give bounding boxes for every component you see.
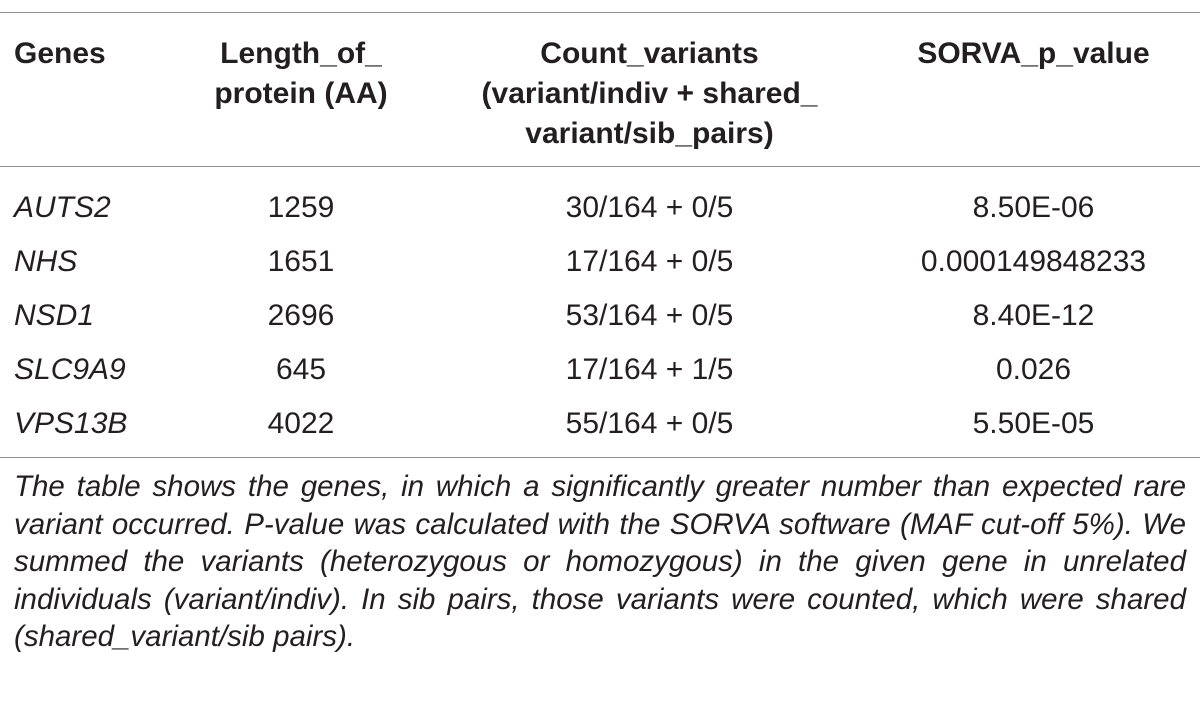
table-header: Genes Length_of_ protein (AA) Count_vari… bbox=[0, 13, 1200, 167]
cell-gene: NSD1 bbox=[14, 299, 95, 332]
cell-count: 30/164 + 0/5 bbox=[565, 191, 734, 224]
table-frame: Genes Length_of_ protein (AA) Count_vari… bbox=[0, 12, 1200, 656]
table-body: AUTS2 1259 30/164 + 0/5 8.50E-06 NHS 165… bbox=[0, 167, 1200, 458]
cell-count: 17/164 + 0/5 bbox=[565, 245, 734, 278]
cell-count: 53/164 + 0/5 bbox=[565, 299, 734, 332]
table-row: SLC9A9 645 17/164 + 1/5 0.026 bbox=[0, 343, 1200, 397]
top-rule bbox=[0, 12, 1200, 13]
cell-length: 645 bbox=[275, 353, 327, 386]
cell-length: 2696 bbox=[267, 299, 335, 332]
gene-variants-table: Genes Length_of_ protein (AA) Count_vari… bbox=[0, 13, 1200, 458]
cell-gene: NHS bbox=[14, 245, 78, 278]
header-count-variants: Count_variants (variant/indiv + shared_ … bbox=[432, 13, 867, 166]
header-count-line-3: variant/sib_pairs) bbox=[525, 117, 774, 150]
cell-length: 1259 bbox=[267, 191, 335, 224]
cell-length: 4022 bbox=[267, 407, 335, 440]
header-length-of-protein: Length_of_ protein (AA) bbox=[170, 13, 432, 166]
cell-pvalue: 5.50E-05 bbox=[972, 407, 1095, 440]
cell-count: 17/164 + 1/5 bbox=[565, 353, 734, 386]
header-count-line-2: (variant/indiv + shared_ bbox=[481, 77, 818, 110]
cell-pvalue: 8.40E-12 bbox=[972, 299, 1095, 332]
table-row: NHS 1651 17/164 + 0/5 0.000149848233 bbox=[0, 235, 1200, 289]
header-genes-line-1: Genes bbox=[14, 37, 106, 70]
header-genes: Genes bbox=[0, 13, 170, 166]
cell-pvalue: 8.50E-06 bbox=[972, 191, 1095, 224]
header-pvalue-line-1: SORVA_p_value bbox=[917, 37, 1150, 70]
cell-pvalue: 0.000149848233 bbox=[920, 245, 1147, 278]
header-length-line-1: Length_of_ bbox=[220, 37, 382, 70]
table-footnote: The table shows the genes, in which a si… bbox=[14, 470, 1186, 654]
cell-pvalue: 0.026 bbox=[995, 353, 1072, 386]
table-row: VPS13B 4022 55/164 + 0/5 5.50E-05 bbox=[0, 397, 1200, 451]
cell-length: 1651 bbox=[267, 245, 335, 278]
header-length-line-2: protein (AA) bbox=[214, 77, 388, 110]
bottom-rule bbox=[0, 457, 1200, 458]
cell-gene: SLC9A9 bbox=[14, 353, 126, 386]
cell-count: 55/164 + 0/5 bbox=[565, 407, 734, 440]
header-row: Genes Length_of_ protein (AA) Count_vari… bbox=[0, 13, 1200, 166]
cell-gene: AUTS2 bbox=[14, 191, 111, 224]
header-rule bbox=[0, 166, 1200, 167]
table-row: NSD1 2696 53/164 + 0/5 8.40E-12 bbox=[0, 289, 1200, 343]
cell-gene: VPS13B bbox=[14, 407, 128, 440]
header-sorva-p-value: SORVA_p_value bbox=[867, 13, 1200, 166]
header-count-line-1: Count_variants bbox=[540, 37, 759, 70]
table-row: AUTS2 1259 30/164 + 0/5 8.50E-06 bbox=[0, 167, 1200, 235]
